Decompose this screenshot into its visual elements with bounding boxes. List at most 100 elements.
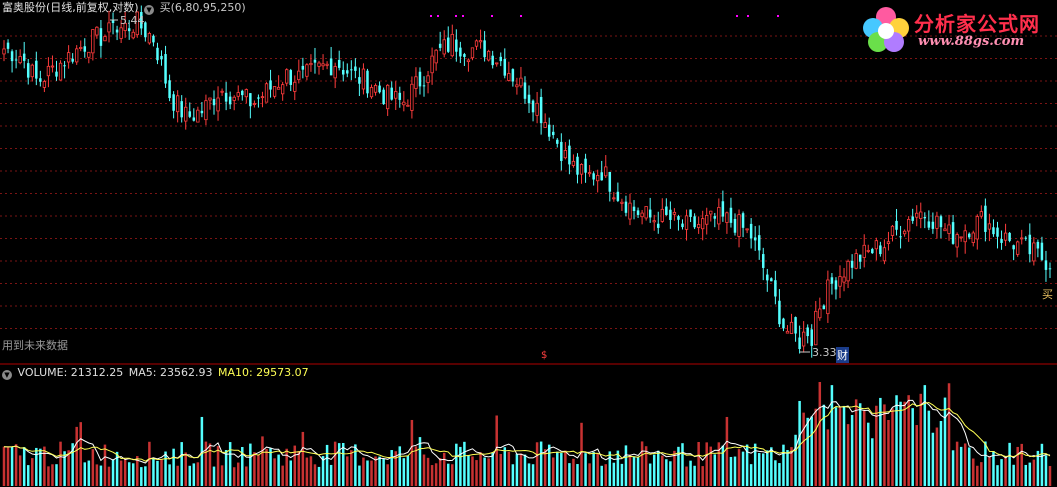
- volume-bar: [551, 457, 555, 486]
- volume-value[interactable]: VOLUME: 21312.25: [17, 366, 124, 379]
- volume-bar: [83, 462, 87, 486]
- indicator-label[interactable]: 买(6,80,95,250): [159, 1, 246, 14]
- candle-body: [495, 62, 499, 65]
- volume-bar: [620, 463, 624, 486]
- volume-bar: [515, 453, 519, 486]
- candle-body: [604, 166, 608, 177]
- volume-bar: [152, 457, 155, 486]
- candle-body: [6, 42, 10, 49]
- candle-body: [886, 241, 891, 244]
- volume-bar: [689, 460, 692, 486]
- volume-bar: [378, 456, 381, 486]
- candle-body: [156, 47, 159, 61]
- volume-dropdown-icon[interactable]: ▼: [2, 370, 12, 380]
- volume-bar: [224, 450, 228, 486]
- volume-bar: [967, 447, 971, 486]
- volume-bar: [580, 422, 583, 486]
- candle-body: [426, 75, 430, 83]
- volume-bar: [180, 442, 183, 486]
- candle-body: [1012, 245, 1015, 250]
- volume-bar: [632, 456, 636, 486]
- volume-bar: [325, 444, 329, 486]
- candle-body: [911, 216, 914, 221]
- volume-bar: [717, 442, 721, 486]
- signal-dot: [491, 15, 493, 17]
- volume-bar: [770, 447, 773, 486]
- signal-dot: [777, 15, 779, 17]
- volume-bar: [228, 442, 232, 486]
- volume-bar: [386, 464, 389, 486]
- volume-bar: [285, 448, 288, 486]
- candle-body: [770, 278, 773, 282]
- volume-bar: [572, 458, 575, 486]
- volume-bar: [18, 455, 22, 486]
- volume-bar: [63, 451, 66, 486]
- candle-body: [269, 80, 272, 90]
- candle-body: [882, 247, 887, 262]
- candle-body: [959, 236, 963, 239]
- candle-body: [939, 216, 943, 228]
- candle-body: [987, 223, 992, 230]
- candle-body: [398, 92, 402, 100]
- signal-dot: [437, 15, 439, 17]
- site-logo[interactable]: 分析家公式网 www.88gs.com: [858, 4, 1054, 56]
- volume-bar: [2, 446, 6, 486]
- volume-bar: [402, 458, 406, 486]
- candle-body: [608, 172, 612, 192]
- candle-body: [996, 227, 999, 237]
- volume-bar: [519, 453, 523, 486]
- candle-body: [337, 59, 341, 68]
- candle-body: [71, 58, 74, 62]
- candle-body: [196, 109, 200, 123]
- candle-body: [455, 39, 458, 52]
- volume-ma10: MA10: 29573.07: [217, 366, 309, 379]
- volume-bar: [136, 456, 139, 486]
- candle-body: [592, 173, 595, 180]
- volume-bar: [236, 462, 240, 486]
- volume-bar: [10, 446, 14, 486]
- candle-body: [305, 64, 309, 77]
- candle-body: [66, 52, 71, 63]
- stock-title[interactable]: 富奥股份(日线,前复权,对数): [2, 1, 139, 14]
- candle-body: [91, 29, 95, 54]
- volume-bar: [455, 443, 458, 486]
- candle-body: [1000, 239, 1003, 243]
- volume-bar: [661, 455, 664, 486]
- dropdown-icon[interactable]: ▼: [144, 5, 155, 15]
- volume-bar: [838, 407, 842, 486]
- volume-bar: [762, 453, 765, 486]
- volume-bar: [289, 460, 292, 486]
- candle-body: [42, 81, 47, 88]
- volume-bar: [697, 442, 700, 486]
- volume-bar: [677, 446, 680, 486]
- volume-bar: [636, 457, 640, 486]
- volume-bar: [786, 450, 789, 486]
- finance-marker[interactable]: 财: [836, 347, 849, 363]
- volume-bar: [547, 444, 551, 486]
- candle-body: [874, 240, 878, 250]
- candle-body: [955, 234, 959, 248]
- dollar-marker: $: [541, 350, 548, 361]
- candle-body: [418, 71, 422, 87]
- candle-body: [276, 86, 281, 90]
- candle-body: [640, 212, 644, 218]
- candle-body: [503, 58, 507, 76]
- volume-bar: [596, 453, 599, 486]
- volume-bar: [842, 405, 846, 486]
- candle-body: [551, 131, 555, 136]
- volume-bar: [1024, 464, 1028, 486]
- candle-body: [466, 59, 471, 63]
- volume-bar: [644, 446, 648, 486]
- volume-bar: [483, 457, 486, 486]
- volume-bar: [317, 466, 321, 486]
- candle-body: [285, 69, 289, 84]
- candle-body: [547, 124, 551, 137]
- volume-bar: [366, 460, 369, 486]
- candle-body: [830, 277, 834, 284]
- candle-body: [232, 96, 236, 101]
- volume-bar: [858, 403, 862, 486]
- volume-bar: [959, 446, 963, 486]
- candle-body: [600, 172, 603, 181]
- volume-bar: [14, 444, 18, 486]
